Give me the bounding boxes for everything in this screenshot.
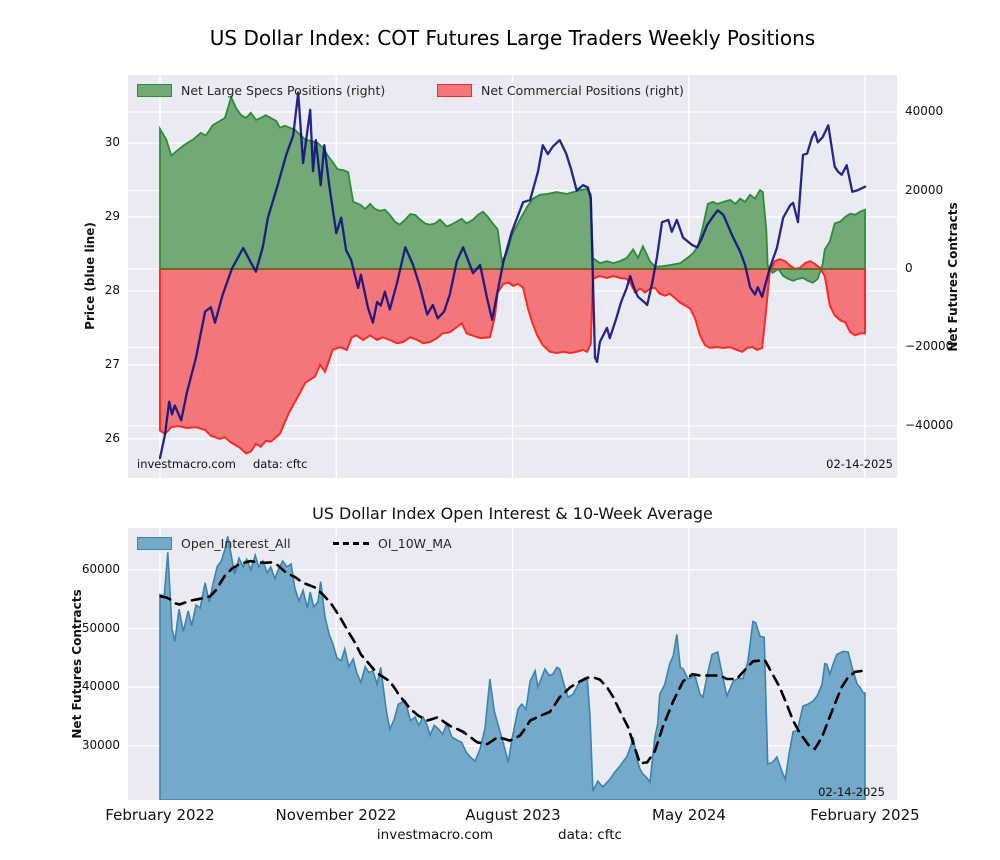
top-chart-title: US Dollar Index: COT Futures Large Trade… [209, 26, 816, 50]
legend-item-specs: Net Large Specs Positions (right) [137, 83, 385, 98]
price-line [158, 91, 867, 460]
legend-item-commercials: Net Commercial Positions (right) [437, 83, 684, 98]
top-right-axis-label: Net Futures Contracts [946, 202, 960, 352]
top-source-site: investmacro.com [137, 457, 236, 471]
footer-source: data: cftc [558, 827, 622, 843]
top-y-tick-label-right: −20000 [905, 339, 954, 353]
bottom-y-tick-label: 60000 [81, 562, 120, 576]
commercials-swatch-icon [437, 84, 472, 97]
legend-item-oi-ma: OI_10W_MA [333, 536, 452, 551]
oi-10w-ma-line [159, 559, 867, 765]
bottom-y-tick-label: 40000 [81, 679, 120, 693]
open-interest-area [159, 536, 866, 800]
open-interest-swatch-icon [137, 537, 172, 550]
oi-ma-legend-label: OI_10W_MA [378, 536, 452, 551]
x-tick-label: February 2022 [105, 806, 215, 824]
bottom-y-tick-label: 50000 [81, 621, 120, 635]
top-y-tick-label-right: 40000 [905, 104, 944, 118]
commercials-legend-label: Net Commercial Positions (right) [481, 83, 684, 98]
specs-swatch-icon [137, 84, 172, 97]
top-y-tick-label-left: 28 [104, 283, 120, 297]
top-y-tick-label-right: −40000 [905, 418, 954, 432]
bottom-date-annotation: 02-14-2025 [818, 785, 885, 799]
bottom-left-axis-label: Net Futures Contracts [70, 589, 84, 739]
open-interest-legend-label: Open_Interest_All [181, 536, 291, 551]
top-y-tick-label-left: 27 [104, 357, 120, 371]
specs-legend-label: Net Large Specs Positions (right) [181, 83, 386, 98]
x-tick-label: November 2022 [275, 806, 397, 824]
legend-item-open-interest: Open_Interest_All [137, 536, 291, 551]
bottom-y-tick-label: 30000 [81, 738, 120, 752]
x-tick-label: August 2023 [465, 806, 561, 824]
top-source-data: data: cftc [253, 457, 308, 471]
top-y-tick-label-left: 30 [104, 135, 120, 149]
net-commercial-area [159, 258, 866, 455]
top-date-annotation: 02-14-2025 [826, 457, 893, 471]
top-y-tick-label-left: 29 [104, 209, 120, 223]
x-tick-label: February 2025 [810, 806, 920, 824]
top-y-tick-label-left: 26 [104, 431, 120, 445]
top-y-tick-label-right: 0 [905, 261, 913, 275]
net-large-specs-area [159, 94, 866, 284]
top-left-axis-label: Price (blue line) [83, 222, 97, 330]
x-tick-label: May 2024 [652, 806, 726, 824]
dashed-line-icon [333, 542, 369, 545]
footer-site: investmacro.com [376, 827, 494, 843]
bottom-chart-title: US Dollar Index Open Interest & 10-Week … [312, 504, 713, 523]
top-y-tick-label-right: 20000 [905, 183, 944, 197]
